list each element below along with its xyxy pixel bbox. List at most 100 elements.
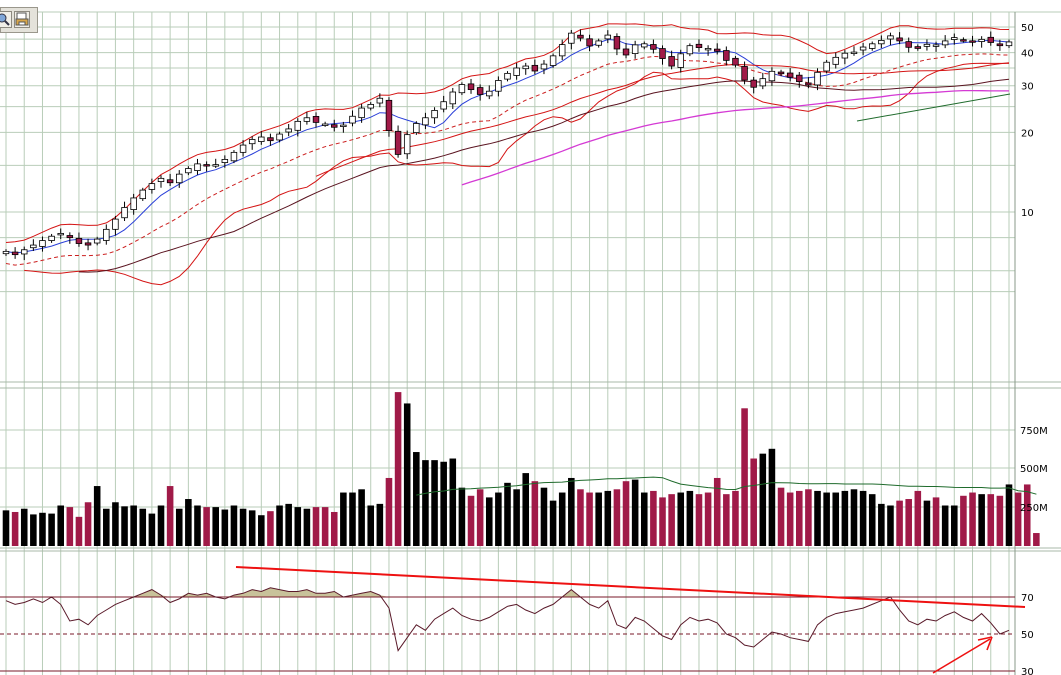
candle-body: [403, 134, 411, 155]
volume-bar: [294, 507, 302, 546]
volume-bar: [841, 490, 849, 546]
volume-bar: [376, 503, 384, 546]
candle-body: [878, 39, 885, 45]
candle-body: [960, 39, 967, 42]
volume-bar: [723, 494, 730, 546]
candle-body: [595, 40, 602, 46]
volume-bar: [878, 503, 885, 546]
volume-bar: [759, 453, 767, 546]
moving-average-red-line: [315, 62, 1010, 177]
candle-body: [540, 63, 548, 70]
volume-bar: [768, 448, 776, 546]
volume-bar: [522, 473, 530, 546]
candle-body: [57, 233, 64, 236]
arrow-shaft: [932, 638, 991, 674]
candle-body: [631, 44, 639, 55]
volume-bar: [832, 492, 840, 546]
candle-body: [604, 34, 612, 40]
volume-bar: [185, 499, 192, 546]
volume-bar: [631, 479, 639, 546]
volume-bar: [814, 490, 821, 546]
volume-bar: [422, 460, 429, 546]
volume-bar: [312, 507, 320, 546]
volume-bar: [349, 492, 356, 546]
candle-body: [987, 36, 994, 43]
volume-tick-label: 750M: [1020, 426, 1048, 437]
candle-body: [932, 44, 940, 47]
candle-body: [440, 101, 447, 110]
candle-body: [431, 110, 438, 119]
print-icon[interactable]: [14, 11, 30, 28]
candle-body: [75, 237, 83, 244]
candle-body: [613, 36, 621, 50]
volume-bar: [267, 511, 274, 546]
candle-body: [796, 74, 803, 82]
candle-body: [194, 163, 201, 171]
candle-body: [458, 84, 466, 94]
volume-bar: [20, 508, 28, 546]
candle-body: [586, 38, 593, 47]
candle-body: [969, 40, 976, 43]
rsi-overbought-fill: [6, 587, 1009, 597]
volume-bar: [458, 487, 466, 546]
volume-bar: [549, 500, 557, 546]
volume-bar: [513, 489, 520, 546]
candle-body: [522, 65, 529, 70]
volume-bar: [258, 515, 265, 546]
candle-body: [486, 90, 493, 97]
candle-body: [641, 43, 648, 48]
volume-bar: [175, 508, 183, 546]
candle-body: [996, 43, 1004, 47]
volume-bar: [960, 495, 967, 546]
candle-body: [823, 61, 830, 72]
candle-body: [777, 71, 785, 75]
candle-body: [203, 164, 210, 167]
candle-body: [139, 189, 146, 200]
candle-body: [859, 46, 867, 51]
volume-bar: [604, 490, 612, 546]
volume-bar: [1014, 492, 1022, 546]
volume-bar: [704, 492, 712, 546]
candle-body: [814, 71, 821, 86]
candle-body: [285, 128, 292, 133]
volume-bar: [148, 513, 156, 546]
candle-body: [805, 82, 812, 86]
volume-bar: [887, 505, 894, 546]
candle-body: [558, 44, 566, 57]
zoom-icon[interactable]: [0, 11, 12, 28]
candle-body: [121, 207, 128, 219]
candle-body: [549, 55, 557, 66]
candle-body: [103, 228, 110, 241]
volume-bar: [659, 497, 666, 546]
volume-bar: [1023, 484, 1031, 546]
volume-bar: [577, 489, 584, 546]
candle-body: [568, 32, 575, 44]
candle-body: [695, 43, 703, 48]
candle-body: [650, 44, 657, 50]
volume-bar: [203, 507, 210, 546]
candle-body: [239, 144, 247, 153]
volume-bar: [677, 492, 685, 546]
candle-body: [869, 43, 876, 49]
volume-bar: [467, 495, 475, 546]
volume-bar: [650, 490, 657, 546]
volume-bar: [914, 490, 922, 546]
volume-bar: [239, 508, 247, 546]
candle-body: [732, 57, 739, 66]
candle-body: [677, 53, 684, 68]
volume-bar: [248, 510, 256, 546]
candle-body: [422, 117, 429, 126]
volume-bar: [121, 506, 128, 546]
candle-body: [258, 136, 265, 142]
volume-bar: [896, 500, 903, 546]
candle-body: [923, 43, 931, 47]
volume-bar: [394, 392, 402, 546]
candle-body: [394, 130, 402, 155]
volume-bar: [823, 492, 830, 546]
volume-bar: [595, 492, 602, 546]
rsi-tick-label: 50: [1021, 630, 1034, 641]
moving-average-green-line: [856, 93, 1011, 122]
rsi-trendline: [235, 566, 1026, 608]
candle-body: [786, 72, 794, 78]
